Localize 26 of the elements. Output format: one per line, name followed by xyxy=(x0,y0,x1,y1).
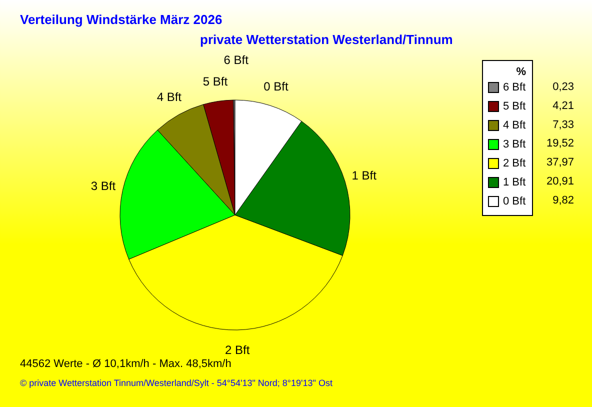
slice-label: 0 Bft xyxy=(264,79,289,94)
data-label: 9,82 xyxy=(552,194,574,206)
text: © private Wetterstation Tinnum/Westerland/Sylt - 54°54'13" Nord; 8°19'13" Ost xyxy=(20,378,332,388)
data-label: 4,21 xyxy=(552,100,574,112)
legend-label: 6 Bft xyxy=(503,82,526,94)
legend-label: 4 Bft xyxy=(503,120,526,132)
data-label: 19,52 xyxy=(546,138,574,150)
slice-label: 2 Bft xyxy=(225,342,250,357)
slice-label: 6 Bft xyxy=(224,53,250,68)
data-label: 37,97 xyxy=(546,156,574,169)
data-label: 20,91 xyxy=(546,176,574,188)
data-label: 7,33 xyxy=(552,118,574,131)
chart-title: Verteilung Windstärke März 2026 xyxy=(20,12,222,27)
slice-label: 4 Bft xyxy=(156,90,182,104)
text: 44562 Werte - Ø 10,1km/h - Max. 48,5km/h xyxy=(20,358,232,370)
legend-label: 2 Bft xyxy=(503,158,526,170)
legend-title: % xyxy=(516,66,526,78)
slice-label: 3 Bft xyxy=(90,178,116,193)
legend-label: 5 Bft xyxy=(503,100,526,112)
slice-label: 5 Bft xyxy=(202,74,228,88)
chart-subtitle: private Wetterstation Westerland/Tinnum xyxy=(200,32,453,47)
legend-label: 1 Bft xyxy=(503,176,526,188)
legend-label: 0 Bft xyxy=(503,196,526,208)
data-label: 0,23 xyxy=(552,81,574,93)
slice-label: 1 Bft xyxy=(352,168,378,183)
legend-label: 3 Bft xyxy=(503,138,526,150)
